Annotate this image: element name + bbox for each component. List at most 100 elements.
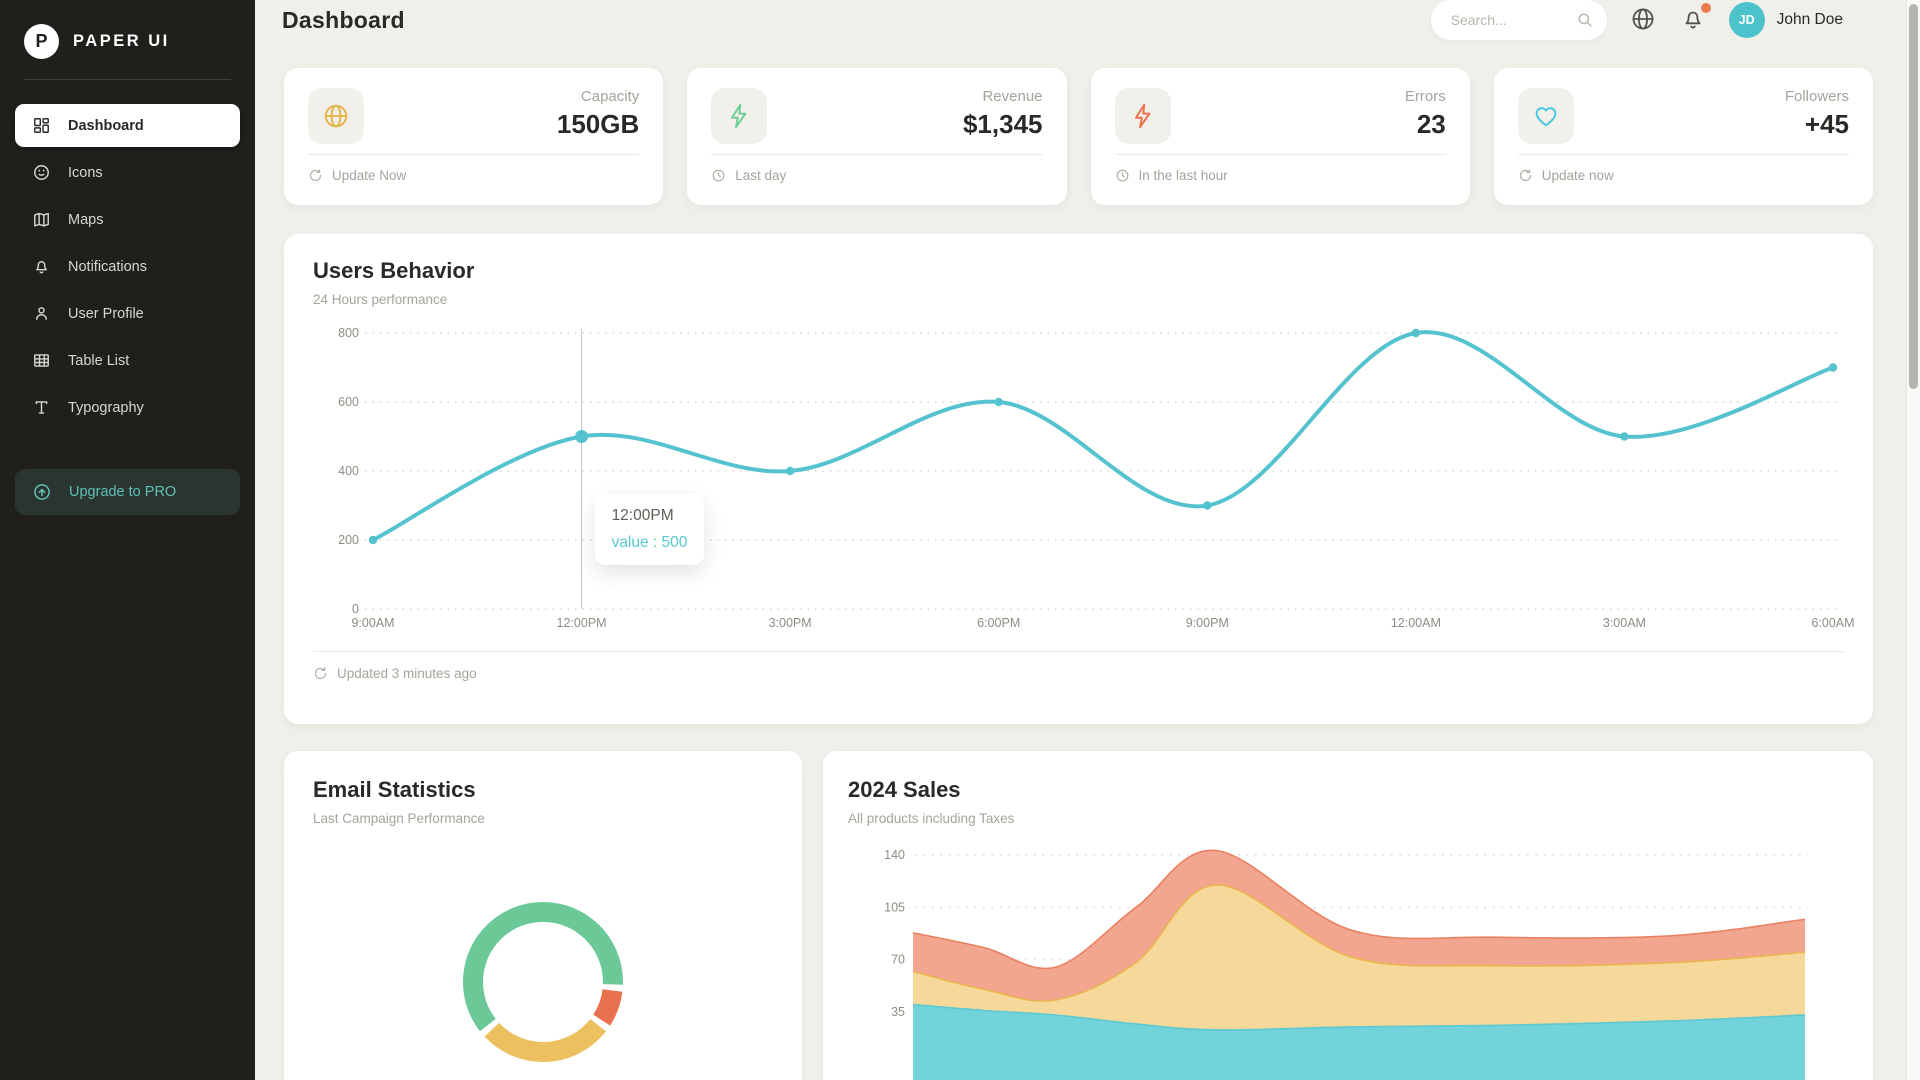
sidebar-item-label: Table List [68,352,130,369]
stat-label: Revenue [982,88,1043,105]
stat-value: 150GB [556,109,640,139]
sidebar-item-maps[interactable]: Maps [15,198,240,241]
notifications-button[interactable] [1679,3,1711,34]
card-subtitle: All products including Taxes [848,811,1015,826]
globe-icon [324,104,348,128]
upgrade-label: Upgrade to PRO [69,484,177,500]
notification-dot [1700,3,1711,13]
tooltip-time: 12:00PM [611,506,674,524]
sales-area-chart[interactable]: 140 105 70 35 [823,751,1873,1080]
sidebar-item-label: Icons [68,164,103,181]
svg-text:140: 140 [884,848,905,862]
scrollbar-track [1906,0,1920,1080]
stat-value: $1,345 [962,109,1043,139]
stat-label: Followers [1784,88,1849,105]
sidebar-item-label: Notifications [68,258,147,275]
stat-label: Errors [1404,88,1446,105]
stat-footer-label: Update Now [332,168,407,183]
stat-value: +45 [1804,109,1849,139]
svg-text:9:00PM: 9:00PM [1186,616,1229,630]
stat-footer-label: Update now [1541,168,1614,183]
stat-footer-label: Last day [735,168,787,183]
chart-footer-label: Updated 3 minutes ago [337,666,477,681]
refresh-icon [1519,169,1531,182]
sidebar-item-notifications[interactable]: Notifications [15,245,240,288]
stat-footer-action[interactable]: Update now [1518,155,1849,196]
users-behavior-chart[interactable]: 800 600 400 200 0 9:00AM 12:00PM 3:00PM 6:00PM 9:… [313,313,1854,633]
sidebar-item-dashboard[interactable]: Dashboard [15,104,240,147]
bottom-row: Email Statistics Last Campaign Performan… [284,751,1873,1080]
svg-text:35: 35 [891,1005,905,1019]
upgrade-to-pro-button[interactable]: Upgrade to PRO [15,469,240,515]
lightning-icon [731,103,747,129]
topbar: Dashboard JD John Doe [255,0,1920,40]
stat-footer-info: In the last hour [1115,155,1446,196]
scrollbar-thumb[interactable] [1909,4,1918,389]
page-title: Dashboard [282,6,405,33]
sidebar-item-table-list[interactable]: Table List [15,339,240,382]
content: Capacity 150GB Update Now Revenue [255,40,1920,1080]
globe-button[interactable] [1629,6,1657,34]
svg-text:9:00AM: 9:00AM [351,616,394,630]
stat-label: Capacity [580,88,640,105]
svg-text:200: 200 [338,533,359,547]
clock-icon [1116,169,1128,182]
logo-initial: P [35,31,48,51]
sidebar-nav: Dashboard Icons Maps Notifications User … [15,104,240,433]
table-icon [34,354,49,367]
sales-card: 2024 Sales All products including Taxes … [823,751,1873,1080]
divider [711,154,1043,155]
card-subtitle: 24 Hours performance [313,292,448,307]
stat-card-errors: Errors 23 In the last hour [1090,68,1470,205]
stats-row: Capacity 150GB Update Now Revenue [284,68,1873,205]
chart-footer: Updated 3 minutes ago [313,652,1844,695]
divider [308,154,640,155]
stat-icon-box [1517,88,1574,144]
svg-text:800: 800 [338,326,359,340]
dashboard-grid-icon [34,118,49,133]
sidebar-item-label: User Profile [68,305,144,322]
sidebar-item-label: Typography [68,399,144,416]
divider [1114,154,1446,155]
stat-card-followers: Followers +45 Update now [1493,68,1873,205]
stat-footer-action[interactable]: Update Now [308,155,639,196]
sidebar-item-label: Dashboard [68,117,144,134]
search-icon [1578,13,1592,27]
sidebar-item-user-profile[interactable]: User Profile [15,292,240,335]
svg-text:70: 70 [891,953,905,967]
svg-text:6:00AM: 6:00AM [1811,616,1854,630]
stat-icon-box [1114,88,1171,144]
card-title: Email Statistics [313,777,476,802]
svg-text:3:00AM: 3:00AM [1603,616,1646,630]
svg-text:105: 105 [884,900,905,914]
search-box [1430,0,1607,40]
logo: P PAPER UI [15,22,240,79]
sidebar-divider [24,79,231,80]
user-name[interactable]: John Doe [1776,11,1843,28]
card-title: Users Behavior [313,258,475,283]
svg-text:6:00PM: 6:00PM [977,616,1020,630]
sidebar-item-icons[interactable]: Icons [15,151,240,194]
svg-text:0: 0 [352,602,359,616]
logo-icon: P [24,24,59,59]
users-behavior-card: Users Behavior 24 Hours performance 800 6… [284,234,1873,724]
sidebar-item-typography[interactable]: Typography [15,386,240,429]
stat-card-revenue: Revenue $1,345 Last day [687,68,1067,205]
stat-footer-info: Last day [711,155,1042,196]
topbar-actions: JD John Doe [1430,0,1843,40]
search-input[interactable] [1430,0,1607,40]
map-icon [34,212,49,227]
divider [1517,154,1849,155]
user-icon [36,307,47,320]
svg-text:400: 400 [338,464,359,478]
avatar[interactable]: JD [1728,2,1765,38]
refresh-icon [309,169,322,182]
upgrade-arrow-icon [34,484,50,500]
email-statistics-card: Email Statistics Last Campaign Performan… [284,751,802,1080]
svg-text:3:00PM: 3:00PM [769,616,812,630]
heart-icon [1535,107,1557,127]
chart-tooltip: 12:00PM value : 500 [594,493,705,565]
email-statistics-donut-chart[interactable] [313,882,773,1080]
clock-icon [712,169,725,182]
bell-icon [36,261,47,274]
